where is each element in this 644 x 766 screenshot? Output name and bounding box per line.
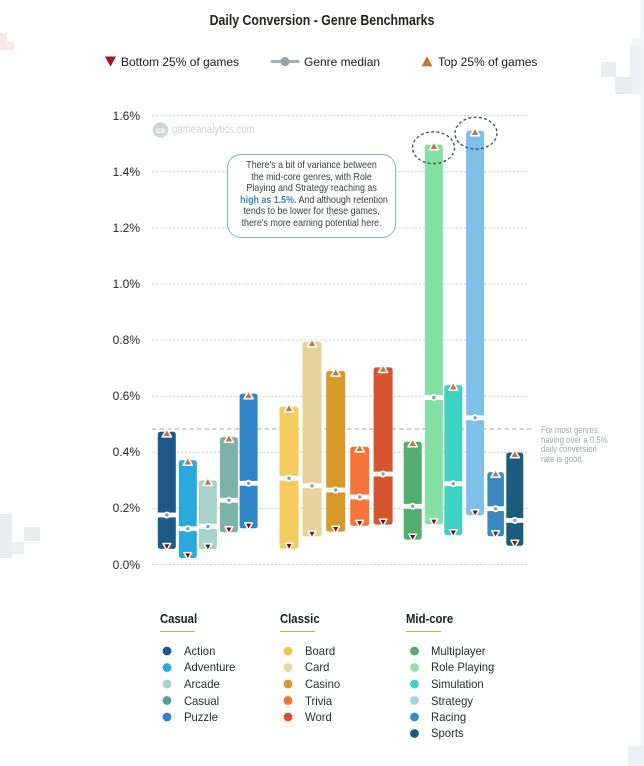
svg-text:ca: ca bbox=[156, 126, 165, 135]
